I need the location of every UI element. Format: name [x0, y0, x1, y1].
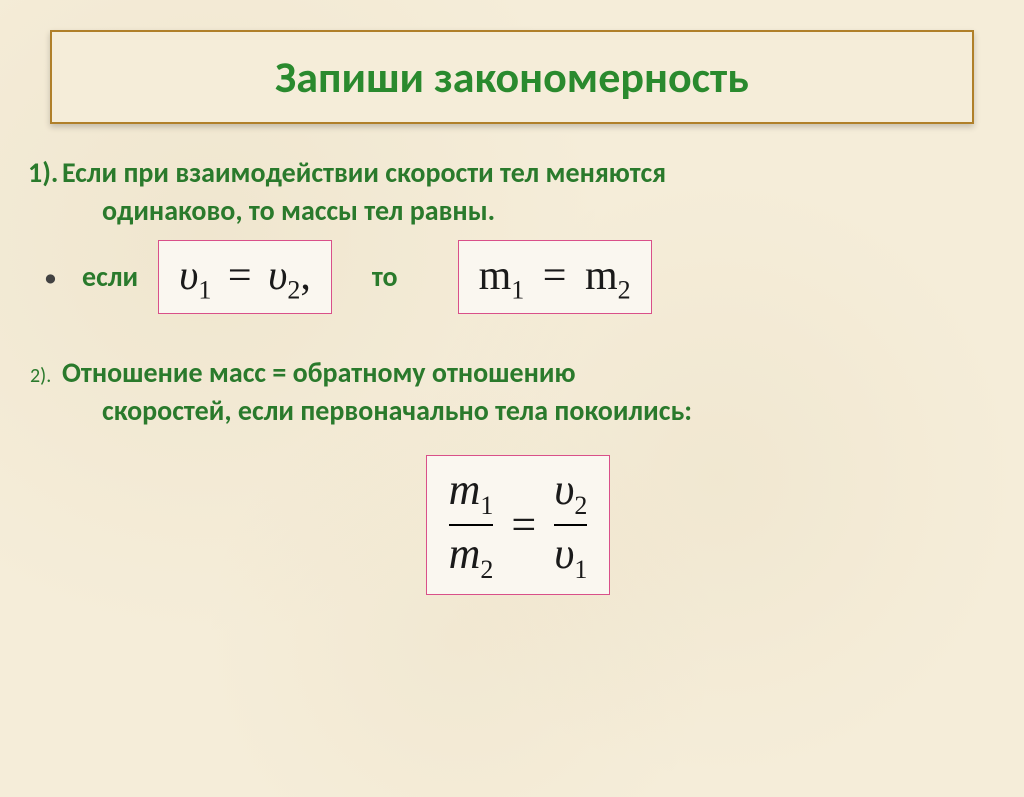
rule-2-line1: Отношение масс = обратному отношению	[62, 355, 576, 390]
fraction-bar-icon	[449, 524, 494, 526]
var-v2: υ2	[268, 253, 300, 299]
formula-mass-velocity-ratio: m1 m2 = υ2 υ1	[426, 455, 611, 596]
formula-m-equals: m1 = m2	[458, 240, 652, 314]
rule-1-number: 1).	[28, 154, 62, 192]
page-title: Запиши закономерность	[62, 50, 962, 104]
var-v1: υ1	[554, 530, 587, 584]
var-v1: υ1	[179, 253, 211, 299]
rule-1-text: 1).Если при взаимодействии скорости тел …	[62, 154, 974, 230]
content-area: 1).Если при взаимодействии скорости тел …	[0, 124, 1024, 595]
var-m1: m1	[449, 466, 494, 520]
rule-1-line1: Если при взаимодействии скорости тел мен…	[62, 155, 666, 190]
rule-2-text: 2).Отношение масс = обратному отношению …	[62, 354, 974, 430]
fraction-m1-m2: m1 m2	[449, 466, 494, 585]
rule-2-number: 2).	[30, 363, 62, 390]
fraction-v2-v1: υ2 υ1	[554, 466, 587, 585]
rule-1-line2: одинаково, то массы тел равны.	[102, 192, 974, 230]
rule-2-formula-row: m1 m2 = υ2 υ1	[62, 455, 974, 596]
var-m1: m1	[479, 253, 525, 299]
equals-icon: =	[535, 253, 575, 299]
formula-v-equals: υ1 = υ2,	[158, 240, 332, 314]
equals-icon: =	[222, 253, 258, 299]
rule-2-line2: скоростей, если первоначально тела покои…	[102, 392, 974, 430]
comma: ,	[300, 253, 311, 299]
var-m2: m2	[585, 253, 631, 299]
equals-icon: =	[511, 499, 536, 550]
title-box: Запиши закономерность	[50, 30, 974, 124]
then-label: то	[372, 259, 398, 294]
bullet-icon: •	[44, 261, 62, 293]
rule-1-formula-row: • если υ1 = υ2, то m1 = m2	[44, 240, 974, 314]
var-m2: m2	[449, 530, 494, 584]
var-v2: υ2	[554, 466, 587, 520]
fraction-bar-icon	[554, 524, 587, 526]
if-label: если	[82, 259, 138, 294]
